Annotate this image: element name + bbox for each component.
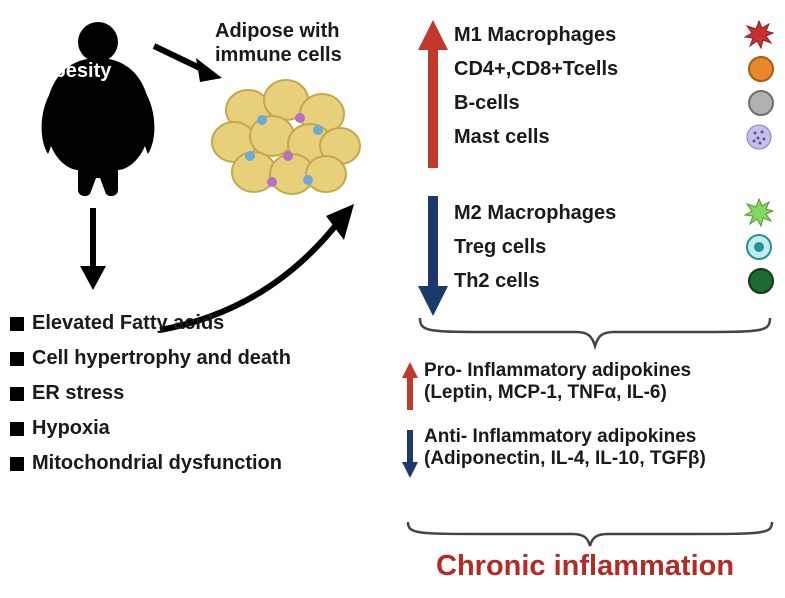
effect-label: Mitochondrial dysfunction: [32, 452, 282, 475]
list-item: Cell hypertrophy and death: [10, 347, 390, 370]
brace-icon: [404, 520, 776, 550]
up-cells-list: M1 Macrophages CD4+,CD8+Tcells B-cells M…: [454, 18, 774, 154]
m1-macrophage-icon: [744, 20, 774, 50]
b-cell-icon: [748, 90, 774, 116]
mast-cell-icon: [744, 122, 774, 152]
cell-label: Treg cells: [454, 236, 744, 259]
list-item: Mitochondrial dysfunction: [10, 452, 390, 475]
cd4-cell-icon: [748, 56, 774, 82]
th2-cell-icon: [748, 268, 774, 294]
down-cells-list: M2 Macrophages Treg cells Th2 cells: [454, 196, 774, 298]
anti-adipokines-line2: (Adiponectin, IL-4, IL-10, TGFβ): [424, 448, 706, 470]
cell-label: Th2 cells: [454, 270, 740, 293]
effect-label: Elevated Fatty acids: [32, 312, 224, 335]
cell-label: Mast cells: [454, 126, 744, 149]
treg-cell-icon: [744, 232, 774, 262]
obesity-figure-icon: [28, 18, 168, 198]
list-item: M2 Macrophages: [454, 196, 774, 230]
brace-icon: [416, 316, 774, 350]
effect-label: ER stress: [32, 382, 124, 405]
list-item: ER stress: [10, 382, 390, 405]
effect-label: Cell hypertrophy and death: [32, 347, 291, 370]
list-item: B-cells: [454, 86, 774, 120]
effect-label: Hypoxia: [32, 417, 110, 440]
chronic-inflammation-label: Chronic inflammation: [436, 550, 734, 583]
adipose-cluster-icon: [200, 70, 370, 210]
m2-macrophage-icon: [744, 198, 774, 228]
cell-label: CD4+,CD8+Tcells: [454, 58, 740, 81]
cell-label: M2 Macrophages: [454, 202, 744, 225]
anti-adipokines-line1: Anti- Inflammatory adipokines: [424, 426, 706, 448]
adipose-label-line2: immune cells: [215, 44, 342, 67]
pro-adipokines-line2: (Leptin, MCP-1, TNFα, IL-6): [424, 382, 691, 404]
adipose-label-line1: Adipose with: [215, 20, 339, 43]
pro-adipokines-line1: Pro- Inflammatory adipokines: [424, 360, 691, 382]
small-up-arrow-icon: [400, 362, 420, 412]
big-up-arrow-icon: [418, 20, 448, 168]
small-down-arrow-icon: [400, 428, 420, 478]
list-item: CD4+,CD8+Tcells: [454, 52, 774, 86]
list-item: Hypoxia: [10, 417, 390, 440]
list-item: Mast cells: [454, 120, 774, 154]
adipokines-block: Pro- Inflammatory adipokines (Leptin, MC…: [400, 360, 780, 478]
list-item: M1 Macrophages: [454, 18, 774, 52]
obesity-label: Obesity: [38, 60, 111, 83]
big-down-arrow-icon: [418, 196, 448, 316]
list-item: Th2 cells: [454, 264, 774, 298]
list-item: Elevated Fatty acids: [10, 312, 390, 335]
list-item: Treg cells: [454, 230, 774, 264]
effects-list: Elevated Fatty acids Cell hypertrophy an…: [10, 312, 390, 487]
arrow-down-icon: [78, 206, 108, 292]
cell-label: M1 Macrophages: [454, 24, 744, 47]
cell-label: B-cells: [454, 92, 740, 115]
